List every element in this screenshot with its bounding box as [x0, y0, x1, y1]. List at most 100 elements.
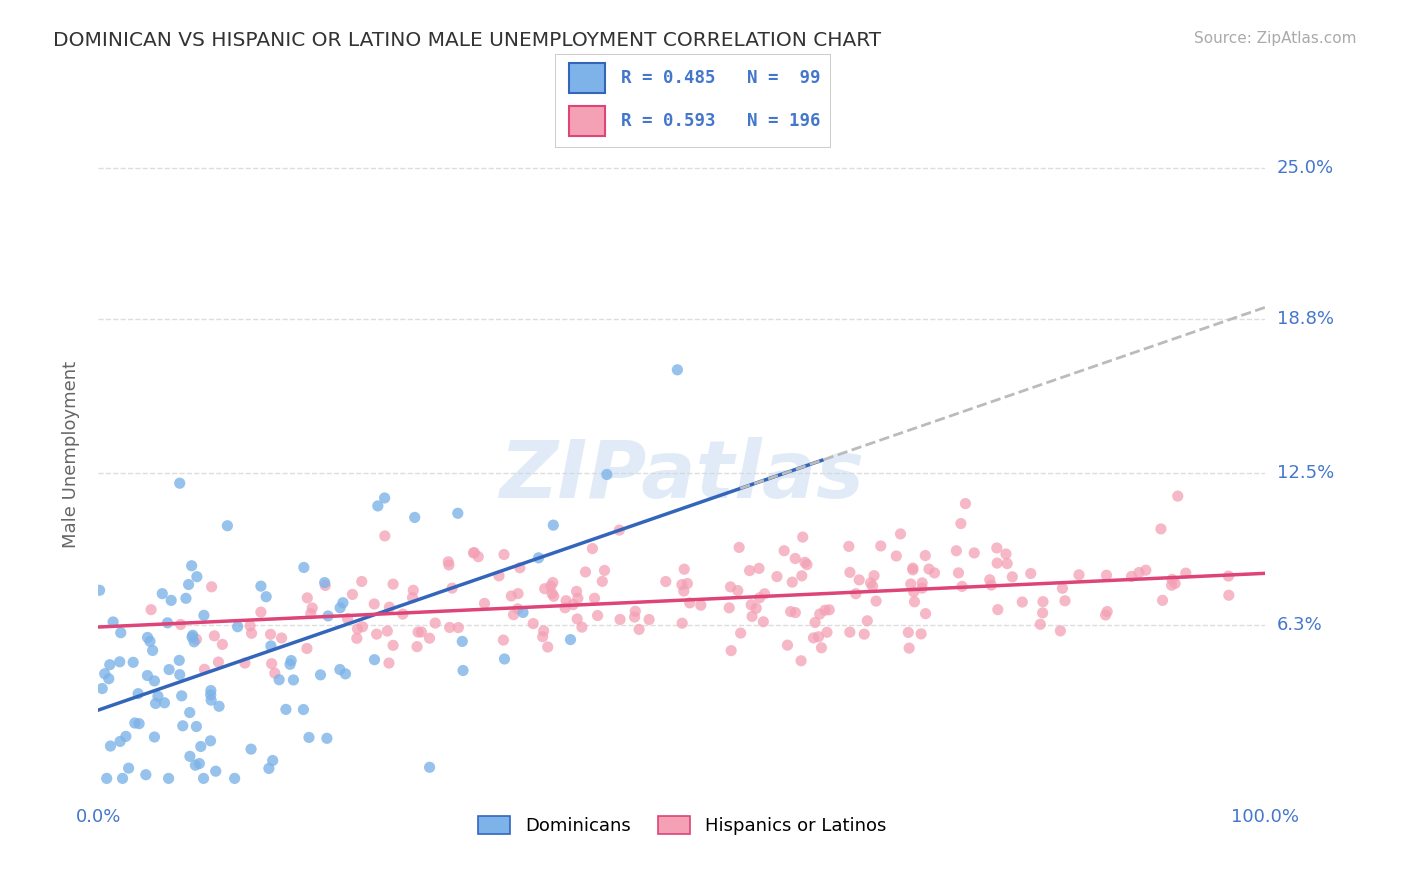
Point — [314, 578, 336, 592]
Point — [269, 673, 291, 687]
Point — [581, 541, 603, 556]
Point — [280, 654, 302, 668]
Point — [363, 597, 385, 611]
Point — [382, 577, 405, 591]
Point — [188, 756, 211, 771]
Point — [366, 627, 388, 641]
Point — [884, 549, 907, 563]
Point — [270, 631, 292, 645]
Point — [263, 666, 285, 681]
Point — [208, 699, 231, 714]
Point — [911, 581, 934, 595]
Text: 18.8%: 18.8% — [1277, 310, 1333, 328]
Point — [382, 638, 405, 652]
Point — [108, 734, 131, 748]
Point — [297, 591, 319, 605]
Point — [748, 591, 770, 605]
Point — [108, 655, 131, 669]
Point — [363, 653, 385, 667]
Point — [254, 590, 277, 604]
Point — [689, 598, 711, 612]
Point — [98, 657, 121, 672]
Point — [898, 641, 921, 656]
Point — [401, 591, 423, 605]
Point — [900, 577, 922, 591]
Point — [169, 617, 191, 632]
Point — [979, 573, 1001, 587]
Point — [335, 666, 357, 681]
Point — [624, 604, 647, 618]
Point — [96, 772, 118, 786]
Point — [492, 633, 515, 648]
Point — [571, 620, 593, 634]
Point — [676, 576, 699, 591]
Point — [184, 758, 207, 772]
Point — [342, 587, 364, 601]
Text: 12.5%: 12.5% — [1277, 464, 1334, 483]
Point — [1174, 566, 1197, 581]
Point — [207, 655, 229, 669]
Point — [718, 600, 741, 615]
Point — [437, 558, 460, 572]
Point — [329, 663, 352, 677]
Point — [406, 625, 429, 640]
Point — [853, 627, 876, 641]
Point — [838, 566, 860, 580]
Text: DOMINICAN VS HISPANIC OR LATINO MALE UNEMPLOYMENT CORRELATION CHART: DOMINICAN VS HISPANIC OR LATINO MALE UNE… — [53, 31, 882, 50]
Point — [202, 629, 225, 643]
Point — [128, 716, 150, 731]
Point — [918, 562, 941, 576]
Point — [679, 596, 702, 610]
Point — [332, 596, 354, 610]
Point — [233, 656, 256, 670]
Point — [671, 616, 693, 631]
Point — [780, 575, 803, 590]
Point — [111, 772, 134, 786]
Point — [204, 764, 226, 779]
Point — [201, 580, 224, 594]
Point — [418, 631, 440, 645]
Point — [447, 506, 470, 520]
Point — [790, 569, 813, 583]
Point — [1150, 522, 1173, 536]
Point — [404, 510, 426, 524]
Point — [560, 632, 582, 647]
Point — [673, 562, 696, 576]
Point — [995, 557, 1018, 571]
Point — [143, 673, 166, 688]
Point — [856, 614, 879, 628]
Point — [200, 683, 222, 698]
Point — [1121, 569, 1143, 583]
Point — [1135, 563, 1157, 577]
Point — [924, 566, 946, 580]
Point — [180, 558, 202, 573]
Point — [897, 625, 920, 640]
Text: Source: ZipAtlas.com: Source: ZipAtlas.com — [1194, 31, 1357, 46]
Point — [628, 623, 651, 637]
Point — [274, 702, 297, 716]
Point — [593, 564, 616, 578]
Point — [181, 628, 204, 642]
Point — [250, 579, 273, 593]
Point — [1164, 576, 1187, 591]
Point — [914, 549, 936, 563]
Point — [367, 499, 389, 513]
Point — [179, 706, 201, 720]
Point — [1029, 617, 1052, 632]
Point — [309, 668, 332, 682]
Point — [179, 749, 201, 764]
Point — [170, 689, 193, 703]
Point — [949, 516, 972, 531]
Point — [865, 594, 887, 608]
Point — [533, 624, 555, 638]
Point — [752, 615, 775, 629]
Point — [808, 607, 831, 621]
Point — [543, 590, 565, 604]
Point — [531, 630, 554, 644]
Point — [776, 638, 799, 652]
Point — [818, 603, 841, 617]
Point — [169, 476, 191, 491]
Point — [948, 566, 970, 580]
Point — [889, 527, 911, 541]
Point — [862, 579, 884, 593]
